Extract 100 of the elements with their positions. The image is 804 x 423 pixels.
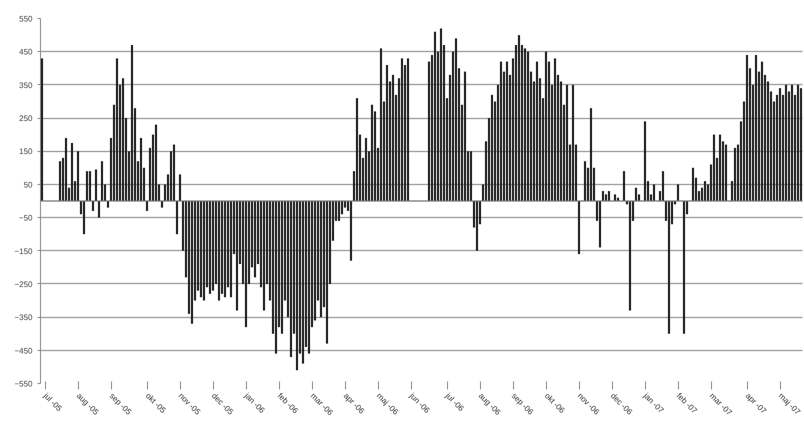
bar xyxy=(608,191,610,201)
x-tick-label: okt -06 xyxy=(542,391,567,416)
y-tick-label: 250 xyxy=(19,114,34,124)
bar xyxy=(584,161,586,201)
bar xyxy=(58,161,62,201)
y-tick-label: −550 xyxy=(14,380,34,388)
bar xyxy=(202,201,206,301)
bar xyxy=(470,151,472,201)
bar xyxy=(320,201,322,318)
bar xyxy=(490,94,494,201)
bar xyxy=(350,201,352,261)
bar xyxy=(88,171,92,201)
bar xyxy=(280,201,284,334)
bar xyxy=(518,35,520,201)
bar xyxy=(254,201,256,278)
bar xyxy=(784,84,788,201)
x-tick-label: mar -06 xyxy=(308,391,336,418)
bar xyxy=(566,84,568,201)
bar xyxy=(100,161,104,201)
bar xyxy=(86,171,88,201)
bar xyxy=(796,84,800,201)
bar xyxy=(628,201,632,310)
bar xyxy=(578,201,580,254)
y-tick-label: 550 xyxy=(19,14,34,24)
bar xyxy=(190,201,194,324)
bar xyxy=(526,52,530,201)
x-tick-label: jun -06 xyxy=(407,390,432,416)
y-tick-label: 150 xyxy=(19,147,34,156)
bar xyxy=(572,84,574,201)
bar xyxy=(122,78,124,201)
bar xyxy=(746,55,748,201)
bar xyxy=(178,174,182,201)
bar xyxy=(554,58,556,201)
bar xyxy=(308,201,310,354)
bar xyxy=(668,201,670,334)
bar xyxy=(724,144,728,201)
bar xyxy=(692,168,694,201)
bar xyxy=(440,28,442,201)
bar xyxy=(652,184,656,201)
y-tick-label: −450 xyxy=(14,346,34,356)
y-tick-label: −150 xyxy=(14,246,34,256)
bar xyxy=(230,201,232,298)
x-tick-label: jan -07 xyxy=(641,390,666,416)
x-tick-label: sep -06 xyxy=(510,391,536,417)
x-tick-label: sep -05 xyxy=(108,391,134,417)
bar xyxy=(712,134,716,201)
x-tick-label: jan -06 xyxy=(242,390,267,416)
bar xyxy=(634,188,638,201)
bar xyxy=(296,201,298,370)
bar xyxy=(370,104,374,201)
x-tick-label: apr -06 xyxy=(342,391,366,416)
bar xyxy=(734,148,736,201)
bar xyxy=(274,201,278,354)
bar xyxy=(380,48,382,201)
x-tick-label: feb -07 xyxy=(674,391,700,416)
bar xyxy=(704,181,706,201)
x-tick-label: aug -06 xyxy=(476,391,503,418)
bar xyxy=(356,98,358,201)
x-tick-label: nov -06 xyxy=(576,391,602,417)
bar xyxy=(154,124,158,201)
x-tick-label: dec -05 xyxy=(210,391,236,417)
bar xyxy=(760,62,764,201)
bar xyxy=(140,138,142,201)
bar xyxy=(94,169,98,201)
bar xyxy=(116,58,118,201)
bar xyxy=(464,72,466,201)
bar xyxy=(682,201,686,334)
bar xyxy=(224,201,226,298)
bar xyxy=(506,62,508,201)
x-tick-label: maj -06 xyxy=(374,391,400,417)
y-tick-label: 350 xyxy=(19,80,34,90)
bar xyxy=(92,201,94,211)
bar xyxy=(602,191,604,201)
y-tick-label: −50 xyxy=(18,214,34,223)
bar xyxy=(454,38,458,201)
bar xyxy=(364,138,368,201)
bar xyxy=(76,151,80,201)
bar xyxy=(598,201,602,248)
bar xyxy=(146,201,148,211)
bar xyxy=(622,171,626,201)
bar xyxy=(302,201,304,364)
x-tick-label: jul -05 xyxy=(41,390,64,414)
bar xyxy=(800,88,802,201)
bar xyxy=(644,121,646,201)
bar xyxy=(208,201,212,294)
bar xyxy=(406,58,410,201)
bar xyxy=(386,64,388,201)
bar xyxy=(500,62,502,201)
y-tick-label: 450 xyxy=(19,48,34,57)
bar xyxy=(244,201,248,328)
bar xyxy=(590,108,592,201)
y-tick-label: 50 xyxy=(24,180,34,190)
bar xyxy=(200,201,202,298)
bar xyxy=(172,144,176,201)
bar xyxy=(778,88,782,201)
bar xyxy=(64,138,68,201)
bar xyxy=(218,201,220,301)
bar xyxy=(176,201,178,234)
x-tick-label: aug -05 xyxy=(74,391,101,418)
bar xyxy=(524,48,526,201)
